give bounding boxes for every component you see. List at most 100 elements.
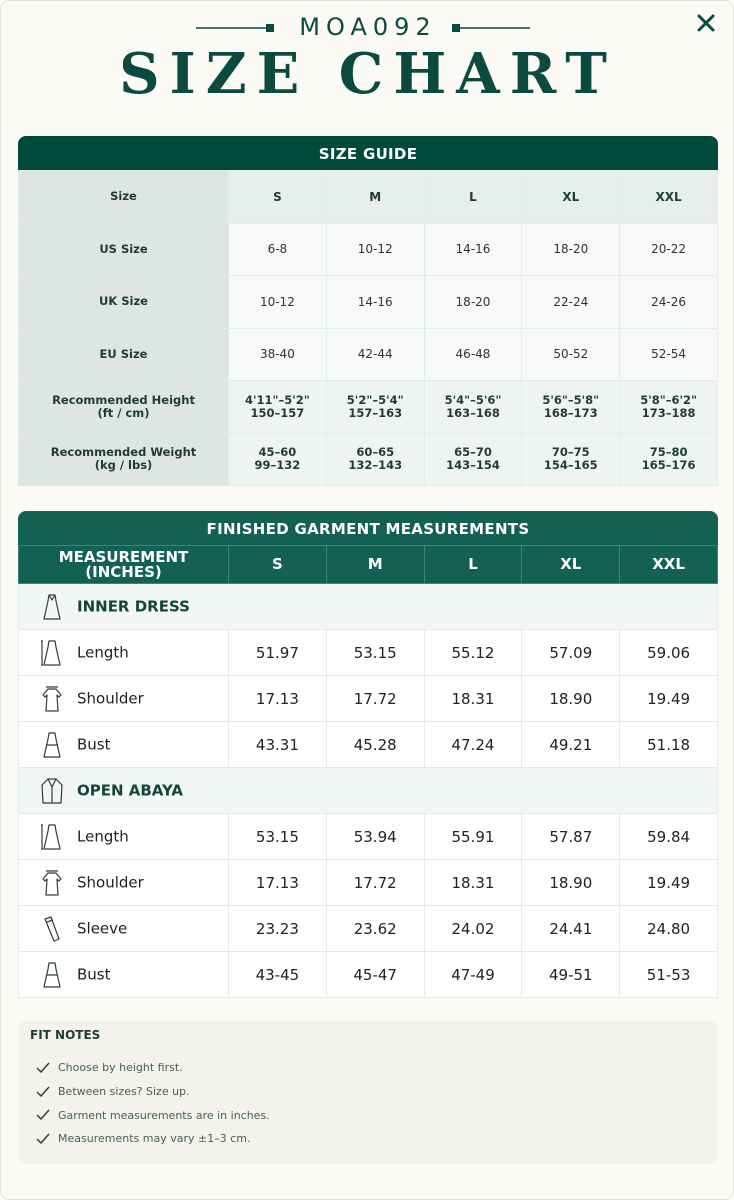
measurements-title: FINISHED GARMENT MEASUREMENTS (18, 511, 718, 545)
measurement-value: 59.84 (619, 813, 718, 860)
measurement-value: 43.31 (228, 721, 327, 768)
page-title: SIZE CHART (119, 41, 617, 107)
measurement-value: 23.62 (325, 905, 425, 952)
icon-outline (42, 869, 62, 896)
measurement-row: Sleeve 23.23 23.62 24.02 24.41 24.80 (18, 905, 718, 952)
size-guide: SIZE GUIDE Size S M L XL XXL US Size 6-8 10-12 14… (18, 136, 718, 486)
row-header: Recommended Height (ft / cm) (18, 380, 229, 434)
fit-notes: FIT NOTES Choose by height first. Between… (18, 1021, 718, 1164)
size-value: 52-54 (619, 327, 718, 381)
measurement-value: 49-51 (521, 951, 621, 998)
measurement-row: Bust 43-45 45-47 47-49 49-51 51-53 (18, 951, 718, 998)
measurement-value: 24.41 (521, 905, 621, 952)
fit-note-text: Between sizes? Size up. (58, 1085, 190, 1099)
measurement-value: 51.97 (228, 629, 327, 676)
garment-icon (41, 777, 63, 804)
measurement-value: 45.28 (325, 721, 425, 768)
garment-icon (42, 869, 62, 896)
measurement-value: 43-45 (228, 951, 327, 998)
size-value: 38-40 (228, 327, 327, 381)
check-icon (36, 1109, 50, 1121)
measurement-value: 55.12 (423, 629, 523, 676)
measurement-value: 18.31 (423, 675, 523, 722)
column-header: L (423, 170, 523, 224)
size-value: 14-16 (325, 275, 425, 329)
garment-icon (43, 593, 61, 620)
measurement-value: 17.13 (228, 859, 327, 906)
measurement-value: 55.91 (423, 813, 523, 860)
fit-note: Between sizes? Size up. (30, 1080, 706, 1104)
label-text: Shoulder (77, 873, 144, 891)
header-row: Size S M L XL XXL (18, 170, 718, 224)
measurement-value: 45-47 (325, 951, 425, 998)
size-value: 18-20 (423, 275, 523, 329)
measurement-label: Sleeve (18, 905, 229, 952)
header-row: MEASUREMENT (INCHES) S M L XL XXL (18, 545, 718, 584)
size-value: 14-16 (423, 222, 523, 276)
section-title: INNER DRESS (77, 597, 190, 615)
section-row: OPEN ABAYA (18, 767, 718, 814)
icon-outline (44, 915, 60, 942)
garment-icon (41, 639, 61, 666)
column-header: M (325, 170, 425, 224)
measurement-label: Shoulder (18, 675, 229, 722)
size-value: 60–65 132–143 (325, 432, 425, 486)
row-header: Size (18, 170, 229, 224)
measurement-row: Shoulder 17.13 17.72 18.31 18.90 19.49 (18, 859, 718, 906)
size-value: 45–60 99–132 (228, 432, 327, 486)
size-value: 42-44 (325, 327, 425, 381)
fit-notes-title: FIT NOTES (30, 1028, 101, 1042)
size-guide-title: SIZE GUIDE (18, 136, 718, 170)
label-text: Shoulder (77, 689, 144, 707)
garment-icon (42, 685, 62, 712)
fit-note: Garment measurements are in inches. (30, 1103, 706, 1127)
measurement-label: Bust (18, 951, 229, 998)
size-row: Recommended Weight (kg / lbs) 45–60 99–13… (18, 432, 718, 486)
check-icon (36, 1086, 50, 1097)
fit-note: Choose by height first. (30, 1056, 706, 1080)
fit-note-text: Garment measurements are in inches. (58, 1108, 270, 1122)
size-value: 24-26 (619, 275, 718, 329)
icon-outline (43, 961, 61, 988)
fit-note: Measurements may vary ±1–3 cm. (30, 1127, 706, 1151)
measurement-row: Length 53.15 53.94 55.91 57.87 59.84 (18, 813, 718, 860)
measurement-value: 51-53 (619, 951, 718, 998)
garment-icon (43, 731, 61, 758)
size-value: 75–80 165–176 (619, 432, 718, 486)
measurement-label: Shoulder (18, 859, 229, 906)
size-value: 20-22 (619, 222, 718, 276)
section-cell: OPEN ABAYA (18, 767, 718, 814)
check-icon (36, 1133, 50, 1144)
close-button[interactable] (696, 13, 716, 33)
row-header: UK Size (18, 275, 229, 329)
section-row: INNER DRESS (18, 583, 718, 630)
size-value: 6-8 (228, 222, 327, 276)
fit-notes-list: Choose by height first. Between sizes? Si… (30, 1056, 706, 1151)
check-stroke (36, 1133, 50, 1144)
measurement-value: 59.06 (619, 629, 718, 676)
size-value: 70–75 154–165 (521, 432, 621, 486)
measurement-value: 18.90 (521, 859, 621, 906)
fit-note-text: Choose by height first. (58, 1061, 183, 1075)
measurement-value: 18.90 (521, 675, 621, 722)
measurement-value: 57.87 (521, 813, 621, 860)
size-value: 4'11"–5'2" 150–157 (228, 380, 327, 434)
measurement-label: Length (18, 629, 229, 676)
check-icon (36, 1062, 50, 1073)
column-header: S (228, 170, 327, 224)
size-value: 5'2"–5'4" 157–163 (325, 380, 425, 434)
size-value: 18-20 (521, 222, 621, 276)
label-text: Bust (77, 735, 111, 753)
column-header: XL (521, 170, 621, 224)
measurement-value: 24.80 (619, 905, 718, 952)
measurement-value: 23.23 (228, 905, 327, 952)
size-value: 46-48 (423, 327, 523, 381)
size-value: 5'6"–5'8" 168–173 (521, 380, 621, 434)
measurements-table: MEASUREMENT (INCHES) S M L XL XXL INNER DRESS L… (18, 545, 718, 998)
label-text: Length (77, 643, 129, 661)
measurement-value: 17.72 (325, 675, 425, 722)
icon-outline (41, 639, 61, 666)
icon-outline (42, 685, 62, 712)
size-row: UK Size 10-12 14-16 18-20 22-24 24-26 (18, 275, 718, 329)
